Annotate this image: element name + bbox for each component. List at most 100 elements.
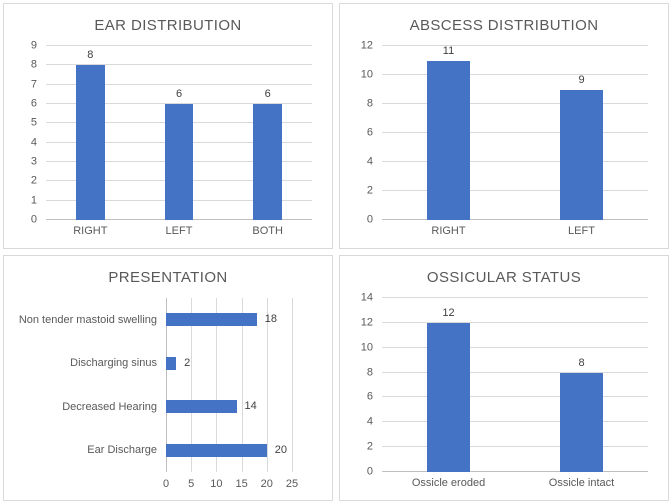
bar-value-label: 6 [264, 88, 271, 100]
y-axis-tick-label: 12 [360, 316, 373, 329]
bar [166, 313, 257, 327]
gridline [382, 45, 648, 46]
y-axis-tick-label: 3 [30, 155, 37, 168]
y-axis-tick-label: 2 [30, 174, 37, 187]
bar [166, 443, 267, 457]
bar-slot: 20 [166, 429, 292, 473]
bar-value-label: 8 [87, 49, 94, 62]
gridline [46, 64, 312, 66]
gridline [292, 298, 293, 472]
bar-value-label: 20 [274, 443, 288, 456]
gridline [382, 103, 648, 104]
gridline [382, 161, 648, 162]
category-label: Discharging sinus [70, 357, 157, 370]
bar-value-label: 6 [175, 88, 183, 100]
y-axis-tick-label: 2 [366, 440, 373, 453]
category-label: Ossicle eroded [411, 477, 486, 489]
y-axis-tick-label: 10 [360, 341, 373, 354]
gridline [382, 396, 648, 398]
bar-slot: 6 [135, 46, 224, 220]
y-axis-tick-label: 8 [30, 58, 37, 71]
x-axis-tick-label: 15 [235, 478, 248, 490]
category-label: BOTH [252, 225, 283, 237]
chart-title-presentation: PRESENTATION [108, 269, 228, 286]
y-axis-tick-label: 4 [366, 155, 373, 168]
category-label: RIGHT [431, 225, 466, 237]
category-label: Decreased Hearing [62, 400, 157, 413]
vertical-bar-chart: 0 2 4 6 8 10 12 11 9 RIGHT LEFT [352, 40, 656, 242]
gridline [216, 298, 218, 472]
bar-slot: 14 [166, 385, 292, 429]
x-axis-tick-label: 25 [285, 478, 299, 490]
gridline [382, 371, 648, 373]
chart-presentation: Non tender mastoid swelling Discharging s… [16, 298, 320, 494]
bar [427, 61, 470, 220]
plot-area: 12 8 [382, 297, 648, 472]
gridline [241, 298, 243, 472]
bars-group: 18 2 14 20 [166, 298, 292, 472]
gridline [382, 346, 648, 348]
bars-group: 8 6 6 [46, 46, 312, 220]
gridline [382, 421, 648, 423]
gridline [382, 190, 648, 191]
bar-slot: 6 [223, 46, 312, 220]
bar-value-label: 12 [442, 306, 455, 319]
x-axis-categories: Ossicle eroded Ossicle intact [352, 472, 648, 494]
chart-panel-abscess-distribution: ABSCESS DISTRIBUTION 0 2 4 6 8 10 12 11 9 RIGHT LE… [339, 3, 669, 249]
vertical-bar-chart: 0 1 2 3 4 5 6 7 8 9 8 6 6 RIGHT LEFT BOTH [16, 40, 320, 242]
y-axis-tick-label: 12 [360, 39, 373, 52]
category-label: Ear Discharge [87, 444, 157, 457]
x-axis-line [382, 471, 648, 472]
y-axis-tick-label: 1 [30, 194, 37, 207]
gridline [382, 132, 648, 133]
gridline [382, 446, 648, 448]
x-axis-tick-label: 0 [162, 478, 170, 490]
x-axis-tick-area: 0 5 10 15 20 25 [162, 472, 298, 494]
y-axis-tick-label: 14 [360, 291, 373, 304]
gridline [46, 83, 312, 85]
bar [253, 104, 282, 220]
chart-panel-ear-distribution: EAR DISTRIBUTION 0 1 2 3 4 5 6 7 8 9 8 6 6 RIGHT LEFT B… [3, 3, 333, 249]
x-axis-categories: RIGHT LEFT [352, 220, 648, 242]
y-axis: 0 2 4 6 8 10 12 [352, 40, 382, 225]
chart-title-abscess-distribution: ABSCESS DISTRIBUTION [409, 17, 599, 34]
y-axis-tick-label: 0 [366, 465, 373, 478]
vertical-bar-chart: 0 2 4 6 8 10 12 14 12 8 Ossicle eroded Ossicle inta… [352, 292, 656, 494]
bar [560, 89, 603, 220]
category-label: Ossicle intact [548, 477, 615, 489]
bar-slot: 11 [382, 46, 515, 220]
x-axis-tick-label: 10 [210, 478, 223, 490]
plot-area: 18 2 14 20 [166, 298, 293, 472]
y-axis: 0 1 2 3 4 5 6 7 8 9 [16, 40, 46, 225]
category-label: RIGHT [73, 225, 108, 237]
gridline [46, 45, 312, 46]
gridline [382, 74, 648, 75]
bar-slot: 18 [166, 298, 292, 342]
bar-slot: 8 [46, 46, 135, 220]
x-axis: 0 5 10 15 20 25 [16, 472, 320, 494]
plot-area: 8 6 6 [46, 45, 312, 220]
y-axis-line [166, 298, 167, 472]
bar-value-label: 9 [578, 73, 585, 86]
bar [427, 322, 470, 472]
category-label: LEFT [568, 225, 595, 237]
y-axis-tick-label: 7 [30, 78, 37, 91]
y-axis-tick-label: 4 [366, 415, 373, 428]
gridline [46, 103, 312, 104]
bar [560, 372, 603, 472]
bar-value-label: 2 [184, 356, 191, 369]
y-axis: 0 2 4 6 8 10 12 14 [352, 292, 382, 477]
bar-value-label: 11 [442, 45, 455, 57]
y-axis-tick-label: 10 [360, 68, 373, 81]
bar [164, 104, 194, 220]
x-axis-categories: RIGHT LEFT BOTH [16, 220, 312, 242]
chart-abscess-distribution: 0 2 4 6 8 10 12 11 9 RIGHT LEFT [352, 40, 656, 242]
bar-slot: 12 [382, 298, 515, 472]
gridline [191, 298, 193, 472]
x-axis-line [382, 219, 648, 220]
chart-ossicular-status: 0 2 4 6 8 10 12 14 12 8 Ossicle eroded Ossicle inta… [352, 292, 656, 494]
y-axis-tick-label: 0 [366, 213, 373, 226]
chart-ear-distribution: 0 1 2 3 4 5 6 7 8 9 8 6 6 RIGHT LEFT BOTH [16, 40, 320, 242]
bar-slot: 2 [166, 342, 292, 386]
